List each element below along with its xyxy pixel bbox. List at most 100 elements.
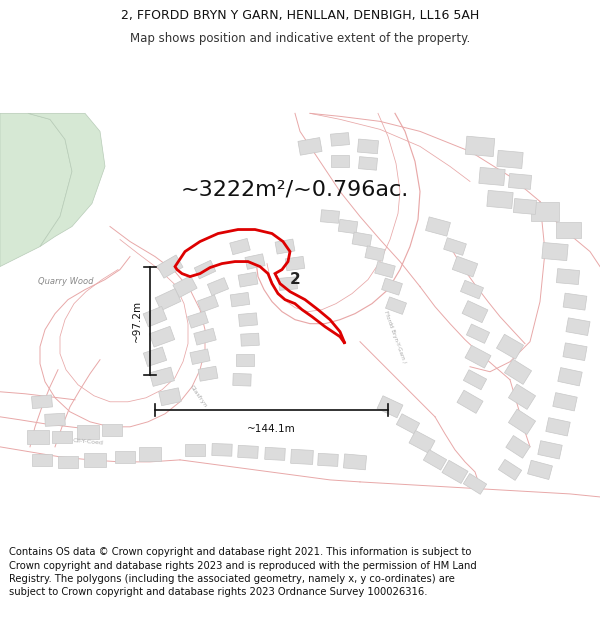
Text: Map shows position and indicative extent of the property.: Map shows position and indicative extent… <box>130 32 470 45</box>
Bar <box>553 392 577 411</box>
Bar <box>397 414 419 434</box>
Bar <box>359 157 377 170</box>
Bar <box>497 151 523 169</box>
Bar <box>230 292 250 307</box>
Bar <box>331 132 349 146</box>
Bar <box>139 447 161 461</box>
Bar <box>385 297 407 314</box>
Bar <box>190 349 210 364</box>
Bar <box>27 430 49 444</box>
Bar <box>563 293 587 310</box>
Bar <box>443 238 466 256</box>
Bar <box>317 453 338 466</box>
Bar <box>155 289 181 311</box>
Bar <box>157 255 183 278</box>
Bar <box>514 199 536 214</box>
Bar <box>487 191 513 209</box>
Bar <box>338 219 358 234</box>
Bar <box>463 370 487 390</box>
Bar <box>278 277 298 291</box>
Bar <box>198 366 218 381</box>
Bar <box>197 295 218 312</box>
Bar <box>460 280 484 299</box>
Bar <box>212 444 232 456</box>
Bar <box>290 449 313 464</box>
Bar <box>375 261 395 278</box>
Bar <box>265 448 286 461</box>
Bar <box>463 474 487 494</box>
Bar <box>343 454 367 470</box>
Bar <box>173 276 197 298</box>
Bar <box>233 373 251 386</box>
Bar <box>208 278 229 296</box>
Bar <box>32 454 52 466</box>
Bar <box>352 232 372 247</box>
Bar <box>149 326 175 347</box>
Bar <box>496 334 524 359</box>
Bar <box>365 246 385 261</box>
Bar <box>331 156 349 168</box>
Bar <box>194 261 215 279</box>
Bar <box>298 138 322 155</box>
Bar <box>285 256 305 271</box>
Bar <box>452 256 478 277</box>
Text: ~144.1m: ~144.1m <box>247 424 296 434</box>
Bar <box>425 217 451 236</box>
Bar <box>320 210 340 223</box>
Bar <box>382 278 403 295</box>
Bar <box>563 343 587 361</box>
Bar <box>236 354 254 366</box>
Text: Ffordd Bryn-Y-Garn /: Ffordd Bryn-Y-Garn / <box>383 310 407 364</box>
Bar <box>185 444 205 456</box>
Bar <box>143 347 167 366</box>
Bar <box>115 451 135 463</box>
Bar <box>457 390 483 413</box>
Bar <box>159 388 181 406</box>
Bar <box>275 239 295 254</box>
Text: 2, FFORDD BRYN Y GARN, HENLLAN, DENBIGH, LL16 5AH: 2, FFORDD BRYN Y GARN, HENLLAN, DENBIGH,… <box>121 9 479 22</box>
Bar <box>465 346 491 368</box>
Bar <box>538 441 562 459</box>
Bar <box>52 431 72 443</box>
Bar <box>424 449 446 470</box>
Bar <box>245 254 265 269</box>
Bar <box>556 269 580 284</box>
Bar <box>508 174 532 189</box>
Bar <box>358 139 379 154</box>
Bar <box>546 418 570 436</box>
Bar <box>194 328 216 345</box>
Bar <box>442 460 468 484</box>
Bar <box>143 306 167 327</box>
Bar <box>32 395 52 409</box>
Bar <box>238 272 258 287</box>
Bar <box>241 333 259 346</box>
Bar <box>508 384 536 409</box>
Bar <box>531 202 559 221</box>
Text: Cil-Y-Coed: Cil-Y-Coed <box>73 438 104 446</box>
Bar <box>77 425 99 439</box>
Text: ~97.2m: ~97.2m <box>132 299 142 342</box>
Bar <box>462 301 488 322</box>
Bar <box>527 460 553 479</box>
Bar <box>556 221 581 238</box>
Text: 2: 2 <box>290 272 301 287</box>
Bar <box>238 446 259 458</box>
Bar <box>102 424 122 436</box>
Bar <box>58 456 78 468</box>
Polygon shape <box>0 113 72 267</box>
Bar <box>44 413 65 426</box>
Bar <box>506 436 530 458</box>
Bar <box>465 136 495 157</box>
Bar <box>505 359 532 384</box>
Bar <box>409 431 435 453</box>
Text: ~3222m²/~0.796ac.: ~3222m²/~0.796ac. <box>181 179 409 199</box>
Polygon shape <box>28 113 105 246</box>
Bar <box>566 318 590 336</box>
Text: Contains OS data © Crown copyright and database right 2021. This information is : Contains OS data © Crown copyright and d… <box>9 548 477 597</box>
Bar <box>230 238 250 254</box>
Bar <box>377 396 403 418</box>
Bar <box>466 324 490 343</box>
Bar <box>558 368 582 386</box>
Bar <box>188 311 208 328</box>
Text: Glasfryn: Glasfryn <box>188 384 208 409</box>
